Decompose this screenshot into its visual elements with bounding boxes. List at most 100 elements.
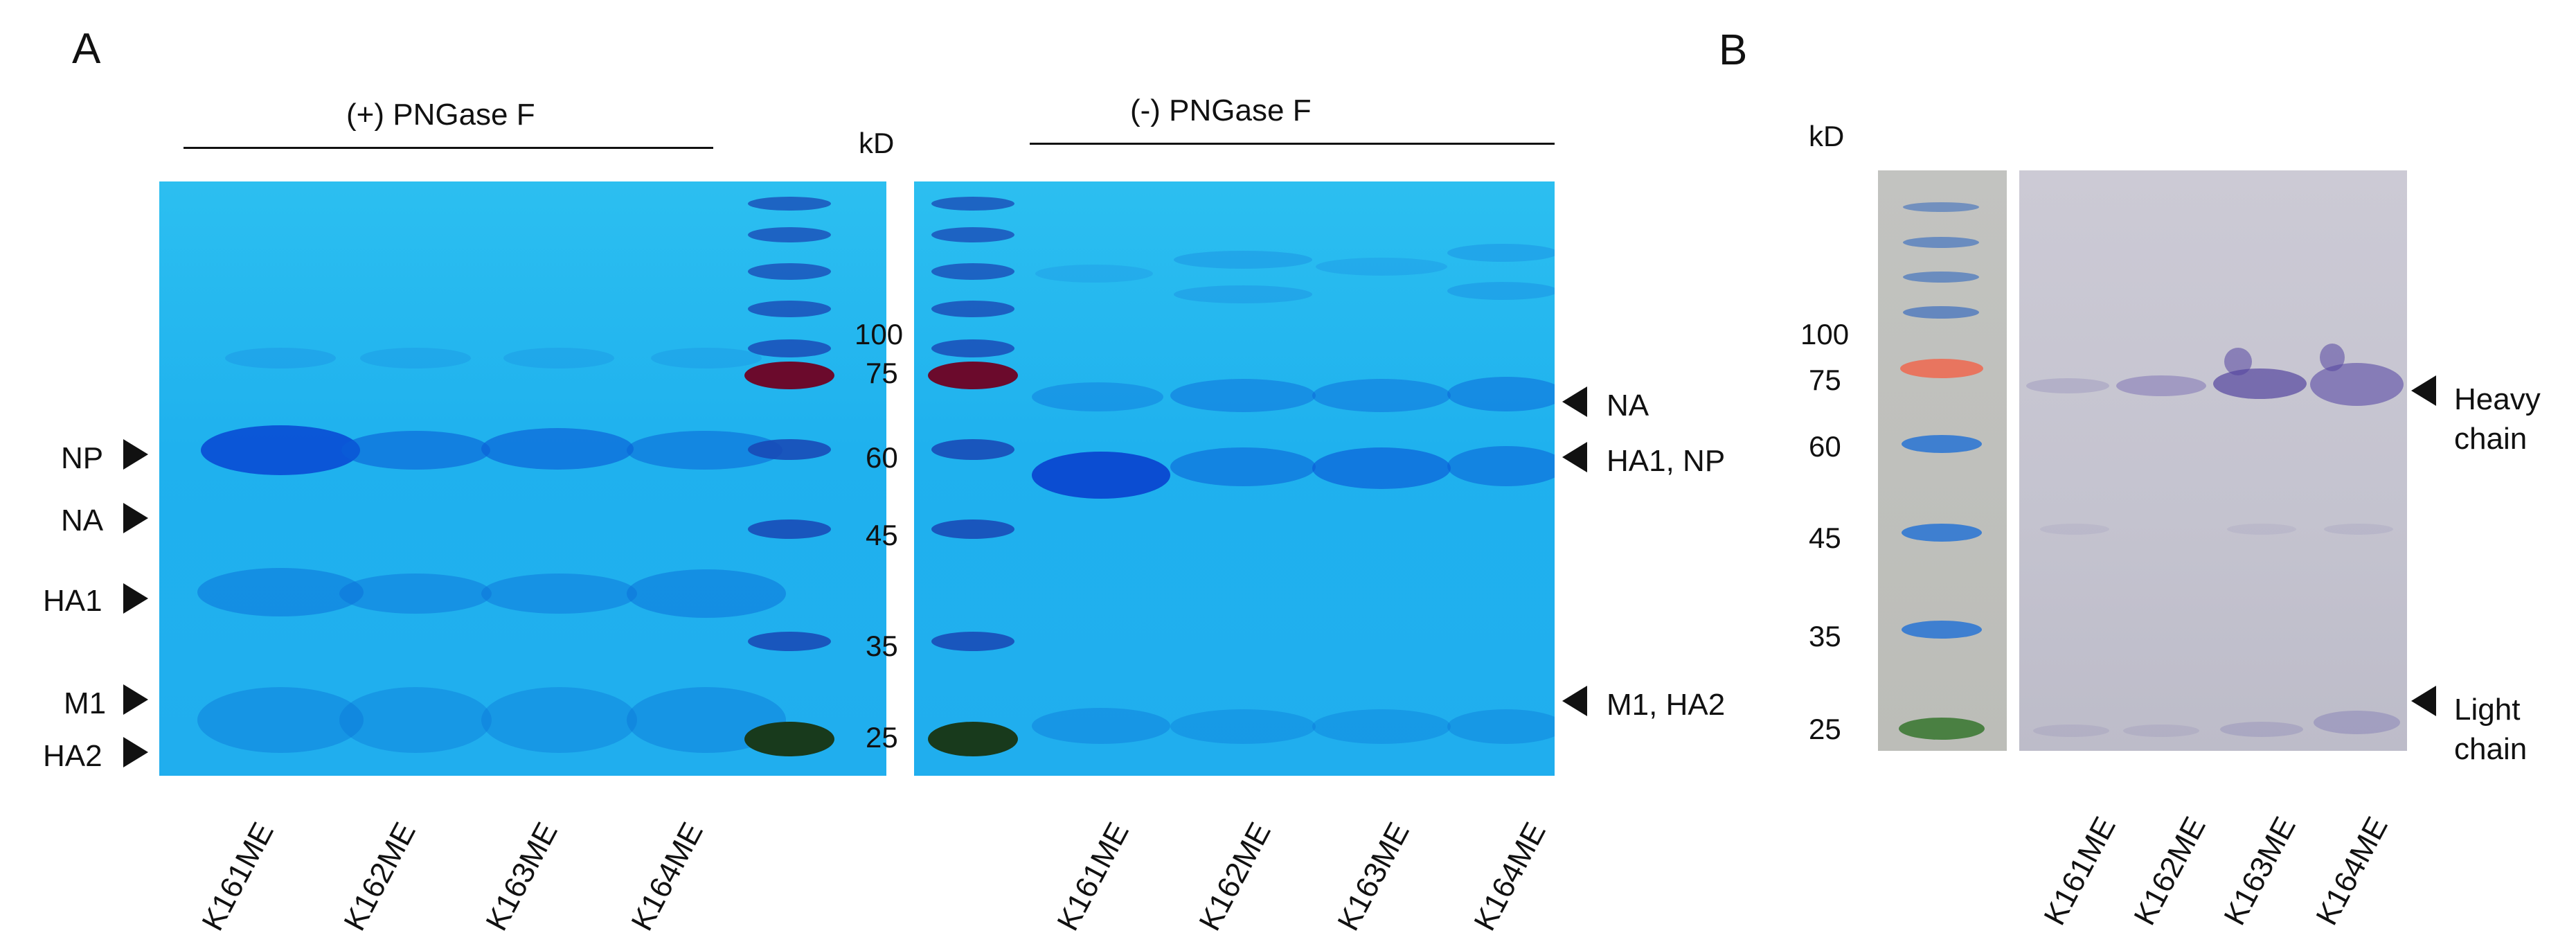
band-light bbox=[2033, 725, 2109, 737]
arrow-na-icon bbox=[123, 503, 148, 533]
ladder-band-75 bbox=[928, 362, 1018, 389]
arrow-na-right-icon bbox=[1562, 386, 1587, 417]
band-m1-ha2 bbox=[197, 687, 364, 753]
ladder-band bbox=[931, 197, 1014, 211]
lane-label: K162ME bbox=[2127, 811, 2212, 931]
ladder-band bbox=[748, 301, 831, 317]
ladder-band bbox=[748, 632, 831, 651]
marker-25-b: 25 bbox=[1809, 713, 1841, 745]
lane-label: K163ME bbox=[1331, 817, 1416, 936]
label-ha1: HA1 bbox=[43, 584, 102, 618]
band-na bbox=[1312, 379, 1451, 412]
lane-label: K164ME bbox=[2309, 811, 2395, 931]
band-light bbox=[2314, 711, 2400, 734]
lane-label: K161ME bbox=[1050, 817, 1136, 936]
band-faint bbox=[1035, 265, 1153, 283]
arrow-heavy-chain-icon bbox=[2411, 375, 2436, 406]
band-m1-ha2 bbox=[339, 687, 492, 753]
label-heavy-chain: Heavy chain bbox=[2454, 382, 2541, 456]
ladder-band bbox=[1902, 621, 1982, 639]
band-ha1-np bbox=[1447, 446, 1555, 486]
band-faint bbox=[1447, 244, 1555, 262]
band-faint bbox=[1174, 285, 1312, 303]
marker-35-b: 35 bbox=[1809, 620, 1841, 652]
label-light-chain: Light chain bbox=[2454, 693, 2528, 767]
ladder-band bbox=[748, 197, 831, 211]
ladder-band bbox=[1903, 306, 1979, 319]
ladder-band bbox=[931, 227, 1014, 242]
label-na-right: NA bbox=[1607, 389, 1649, 423]
marker-60-b: 60 bbox=[1809, 430, 1841, 463]
marker-75-b: 75 bbox=[1809, 364, 1841, 396]
marker-100-b: 100 bbox=[1800, 318, 1850, 350]
marker-45-b: 45 bbox=[1809, 522, 1841, 554]
wb-ladder bbox=[1878, 170, 2007, 751]
band-ha1 bbox=[481, 574, 637, 614]
condition-plus-pngase: (+) PNGase F bbox=[346, 98, 535, 132]
lane-label: K161ME bbox=[2037, 811, 2122, 931]
lane-label: K163ME bbox=[2217, 811, 2302, 931]
arrow-ha1-icon bbox=[123, 583, 148, 614]
ladder-band bbox=[1903, 202, 1979, 212]
marker-45: 45 bbox=[866, 519, 898, 551]
band-m1-ha2 bbox=[481, 687, 637, 753]
label-m1: M1 bbox=[64, 686, 107, 720]
band-faint bbox=[2324, 524, 2393, 535]
band-m1-ha2 bbox=[1032, 708, 1170, 744]
ladder-band-75 bbox=[744, 362, 834, 389]
gel-minus-pngase bbox=[914, 181, 1555, 776]
arrow-light-chain-icon bbox=[2411, 686, 2436, 716]
ladder-band bbox=[748, 519, 831, 539]
band-heavy bbox=[2116, 375, 2206, 396]
band-m1-ha2 bbox=[1447, 709, 1555, 744]
ladder-band bbox=[931, 519, 1014, 539]
band-na bbox=[1170, 379, 1316, 412]
ladder-band bbox=[931, 632, 1014, 651]
band-faint bbox=[2040, 524, 2109, 535]
band-np bbox=[481, 428, 634, 470]
marker-35: 35 bbox=[866, 630, 898, 662]
kd-unit-a: kD bbox=[859, 127, 895, 159]
arrow-ha1-np-icon bbox=[1562, 442, 1587, 472]
ladder-band-25 bbox=[928, 722, 1018, 756]
ladder-band bbox=[748, 339, 831, 357]
marker-75: 75 bbox=[866, 357, 898, 389]
band-faint bbox=[651, 348, 762, 368]
band-ha1 bbox=[197, 568, 364, 616]
band-heavy bbox=[2310, 363, 2404, 406]
ladder-band bbox=[748, 439, 831, 460]
wb-membrane bbox=[2019, 170, 2407, 751]
band-faint bbox=[1447, 282, 1555, 300]
label-m1-ha2: M1, HA2 bbox=[1607, 688, 1726, 722]
condition-underline-right bbox=[1030, 143, 1555, 145]
ladder-band-25 bbox=[1899, 718, 1985, 740]
band-faint bbox=[2227, 524, 2296, 535]
lane-label: K162ME bbox=[337, 817, 422, 936]
marker-60: 60 bbox=[866, 441, 898, 474]
band-ha1 bbox=[627, 569, 786, 618]
band-ha1-np bbox=[1312, 447, 1451, 489]
lane-label: K163ME bbox=[479, 817, 564, 936]
label-np: NP bbox=[61, 441, 104, 475]
arrow-np-icon bbox=[123, 439, 148, 470]
label-ha2: HA2 bbox=[43, 739, 102, 773]
condition-underline-left bbox=[184, 147, 713, 149]
ladder-band bbox=[931, 339, 1014, 357]
ladder-band bbox=[748, 227, 831, 242]
lane-label: K162ME bbox=[1192, 817, 1278, 936]
band-na bbox=[1032, 382, 1163, 411]
ladder-band bbox=[1903, 272, 1979, 283]
lane-label: K164ME bbox=[1467, 817, 1553, 936]
band-na bbox=[1447, 377, 1555, 411]
band-light bbox=[2220, 722, 2303, 737]
ladder-band-75 bbox=[1900, 359, 1983, 378]
marker-25: 25 bbox=[866, 721, 898, 754]
ladder-band-25 bbox=[744, 722, 834, 756]
marker-100: 100 bbox=[855, 318, 904, 350]
band-heavy bbox=[2213, 368, 2307, 399]
band-heavy bbox=[2224, 348, 2252, 375]
lane-label: K164ME bbox=[625, 817, 710, 936]
band-faint bbox=[1316, 258, 1447, 276]
ladder-band bbox=[931, 263, 1014, 280]
